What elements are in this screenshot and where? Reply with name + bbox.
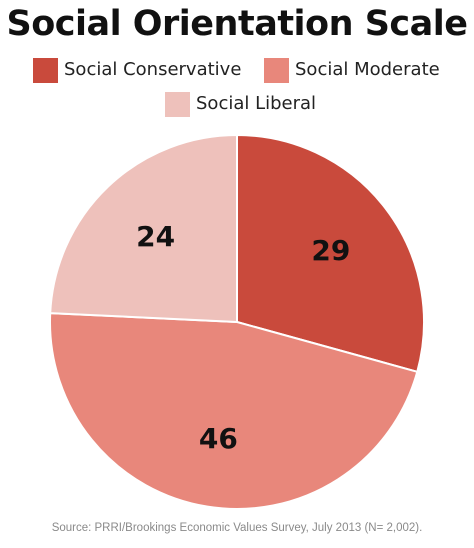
pie-slice-social-conservative <box>236 134 425 373</box>
data-label-social-conservative: 29 <box>311 234 350 267</box>
legend-swatch-social-liberal <box>165 91 190 117</box>
legend-label-social-liberal: Social Liberal <box>196 93 317 114</box>
legend-item-social-liberal: Social Liberal <box>165 90 316 118</box>
legend-item-social-moderate: Social Moderate <box>264 56 440 84</box>
legend-swatch-social-conservative <box>33 57 58 83</box>
data-label-social-liberal: 24 <box>136 220 175 253</box>
data-label-social-moderate: 46 <box>199 422 238 455</box>
legend-label-social-moderate: Social Moderate <box>295 59 440 80</box>
pie-slices <box>49 134 425 510</box>
legend-item-social-conservative: Social Conservative <box>33 56 241 84</box>
pie-slice-social-moderate <box>49 312 419 510</box>
pie-slice-social-liberal <box>49 134 238 323</box>
pie-data-labels: 29 46 24 <box>136 220 350 455</box>
source-note: Source: PRRI/Brookings Economic Values S… <box>51 522 423 534</box>
legend-swatch-social-moderate <box>264 57 289 83</box>
legend-label-social-conservative: Social Conservative <box>64 59 242 80</box>
chart-title: Social Orientation Scale <box>6 4 469 44</box>
